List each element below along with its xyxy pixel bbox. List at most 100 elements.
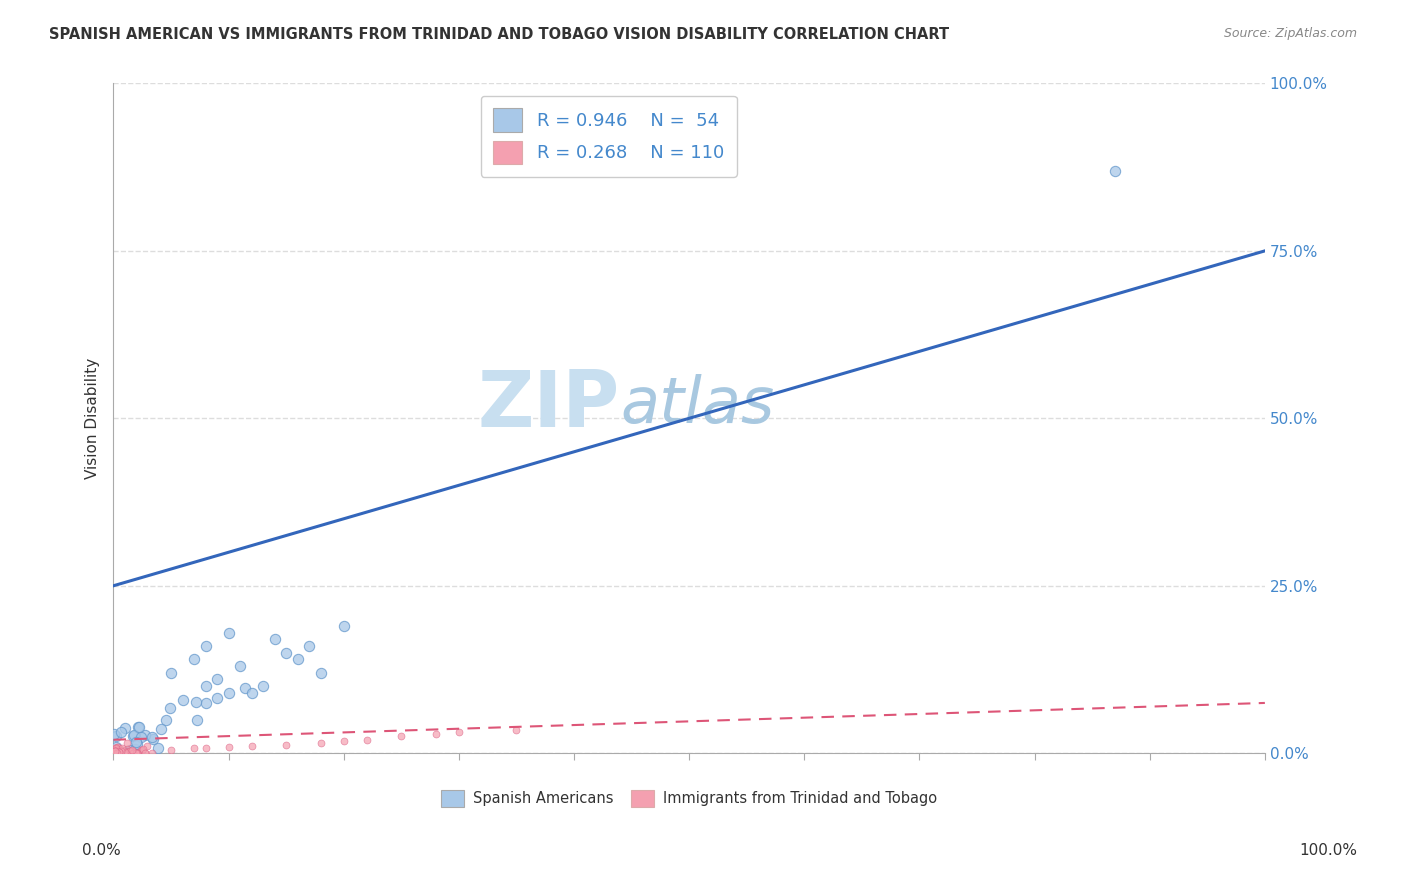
Point	[205, 673, 228, 687]
Point	[110, 744, 132, 758]
Point	[108, 746, 131, 760]
Point	[105, 745, 128, 759]
Point	[298, 639, 321, 653]
Point	[194, 679, 217, 693]
Point	[1104, 163, 1126, 178]
Text: 0.0%: 0.0%	[82, 843, 121, 858]
Point	[118, 744, 141, 758]
Point	[125, 735, 148, 749]
Point	[112, 745, 135, 759]
Point	[333, 734, 356, 748]
Point	[276, 738, 298, 752]
Point	[105, 746, 128, 760]
Point	[134, 746, 156, 760]
Point	[121, 742, 143, 756]
Point	[107, 745, 129, 759]
Point	[124, 742, 146, 756]
Point	[105, 742, 128, 756]
Text: ZIP: ZIP	[478, 367, 620, 443]
Point	[104, 744, 127, 758]
Point	[114, 746, 136, 760]
Point	[105, 744, 128, 758]
Point	[160, 665, 183, 680]
Point	[132, 741, 155, 756]
Point	[104, 746, 127, 760]
Text: Source: ZipAtlas.com: Source: ZipAtlas.com	[1223, 27, 1357, 40]
Point	[389, 730, 412, 744]
Point	[240, 739, 263, 754]
Point	[104, 746, 127, 760]
Point	[115, 746, 138, 760]
Point	[114, 745, 136, 759]
Point	[104, 744, 127, 758]
Point	[104, 741, 127, 756]
Point	[107, 742, 129, 756]
Point	[112, 746, 135, 760]
Point	[111, 746, 134, 760]
Point	[111, 741, 134, 756]
Point	[333, 619, 356, 633]
Point	[115, 736, 138, 750]
Point	[229, 659, 252, 673]
Point	[150, 722, 173, 736]
Point	[127, 746, 149, 760]
Point	[127, 720, 149, 734]
Point	[135, 739, 157, 754]
Point	[129, 731, 152, 745]
Y-axis label: Vision Disability: Vision Disability	[86, 358, 100, 479]
Point	[425, 727, 447, 741]
Point	[117, 742, 139, 756]
Point	[104, 743, 127, 757]
Point	[108, 746, 131, 760]
Point	[118, 746, 141, 760]
Point	[121, 746, 143, 760]
Point	[218, 686, 240, 700]
Point	[252, 679, 274, 693]
Point	[122, 729, 145, 743]
Text: SPANISH AMERICAN VS IMMIGRANTS FROM TRINIDAD AND TOBAGO VISION DISABILITY CORREL: SPANISH AMERICAN VS IMMIGRANTS FROM TRIN…	[49, 27, 949, 42]
Point	[117, 746, 139, 760]
Point	[125, 746, 148, 760]
Point	[112, 746, 135, 760]
Point	[103, 745, 125, 759]
Point	[105, 746, 128, 760]
Point	[120, 746, 142, 760]
Point	[263, 632, 285, 647]
Point	[110, 744, 132, 758]
Point	[186, 713, 208, 727]
Text: atlas: atlas	[620, 374, 775, 436]
Point	[142, 732, 165, 747]
Point	[103, 743, 125, 757]
Point	[141, 746, 163, 760]
Point	[108, 745, 131, 759]
Point	[155, 713, 177, 727]
Point	[104, 729, 127, 743]
Point	[111, 746, 134, 760]
Point	[114, 745, 136, 759]
Point	[114, 721, 136, 735]
Point	[110, 744, 132, 758]
Point	[125, 737, 148, 751]
Point	[120, 744, 142, 758]
Point	[104, 745, 127, 759]
Point	[103, 746, 125, 760]
Point	[124, 728, 146, 742]
Point	[134, 728, 156, 742]
Point	[104, 746, 127, 760]
Point	[105, 744, 128, 758]
Point	[105, 744, 128, 758]
Point	[103, 743, 125, 757]
Point	[107, 740, 129, 755]
Point	[194, 740, 217, 755]
Point	[118, 746, 141, 760]
Point	[104, 746, 127, 760]
Point	[103, 746, 125, 760]
Point	[111, 745, 134, 759]
Point	[233, 681, 256, 695]
Point	[103, 746, 125, 760]
Point	[104, 744, 127, 758]
Point	[108, 742, 131, 756]
Point	[104, 746, 127, 760]
Point	[194, 639, 217, 653]
Point	[111, 746, 134, 760]
